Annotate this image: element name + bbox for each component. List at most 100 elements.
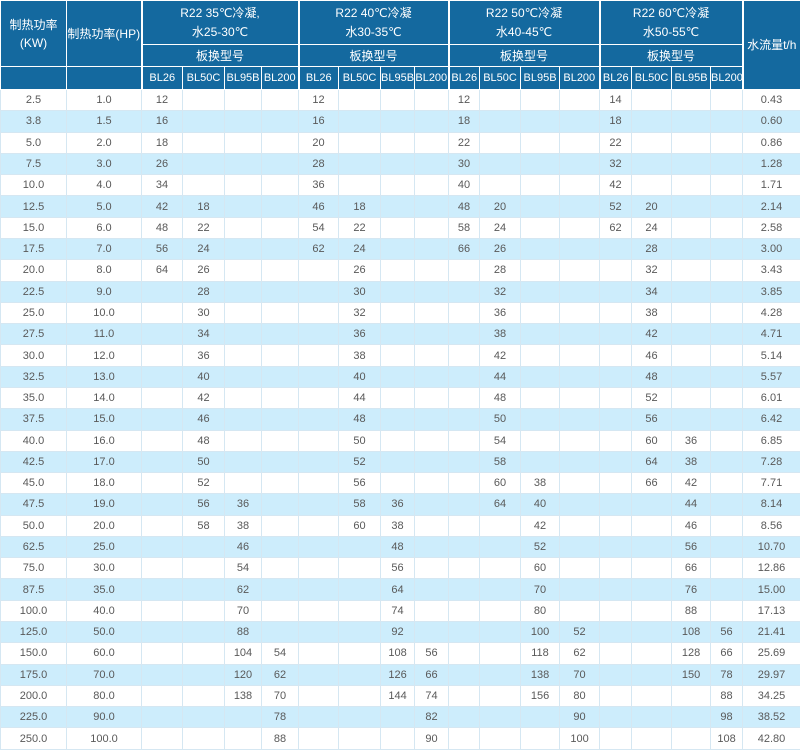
- cell-model-value: [225, 345, 262, 366]
- cell-heating-power-kw: 10.0: [1, 175, 67, 196]
- cell-model-value: [299, 494, 339, 515]
- cell-model-value: 60: [339, 515, 381, 536]
- cell-model-value: [262, 345, 299, 366]
- cell-model-value: [560, 196, 600, 217]
- cell-model-value: [672, 281, 711, 302]
- cell-model-value: [262, 217, 299, 238]
- cell-heating-power-hp: 30.0: [67, 558, 142, 579]
- cell-heating-power-hp: 9.0: [67, 281, 142, 302]
- cell-model-value: 42: [183, 387, 225, 408]
- cell-model-value: [600, 536, 632, 557]
- cell-heating-power-hp: 1.0: [67, 90, 142, 111]
- cell-water-flow: 0.60: [743, 111, 800, 132]
- cell-model-value: 26: [339, 260, 381, 281]
- cell-heating-power-hp: 10.0: [67, 302, 142, 323]
- cell-model-value: [711, 217, 743, 238]
- cell-model-value: [299, 430, 339, 451]
- cell-model-value: [711, 451, 743, 472]
- cell-model-value: [672, 196, 711, 217]
- cell-model-value: [381, 217, 415, 238]
- cell-model-value: [183, 643, 225, 664]
- cell-model-value: [183, 153, 225, 174]
- cell-model-value: [142, 600, 183, 621]
- cell-model-value: [225, 430, 262, 451]
- cell-model-value: 44: [672, 494, 711, 515]
- cell-model-value: [225, 324, 262, 345]
- group-title-line1: R22 40℃冷凝: [300, 4, 448, 23]
- cell-model-value: [711, 132, 743, 153]
- cell-heating-power-hp: 18.0: [67, 473, 142, 494]
- cell-model-value: 18: [600, 111, 632, 132]
- cell-model-value: 64: [480, 494, 521, 515]
- cell-model-value: [449, 600, 480, 621]
- cell-model-value: [299, 600, 339, 621]
- header-model: BL200: [262, 67, 299, 90]
- cell-model-value: [449, 387, 480, 408]
- cell-model-value: 126: [381, 664, 415, 685]
- cell-model-value: [142, 430, 183, 451]
- cell-model-value: [262, 473, 299, 494]
- cell-model-value: 18: [142, 132, 183, 153]
- cell-model-value: [449, 409, 480, 430]
- cell-model-value: [142, 664, 183, 685]
- cell-model-value: [632, 111, 672, 132]
- cell-model-value: [672, 302, 711, 323]
- cell-model-value: [183, 664, 225, 685]
- cell-model-value: [415, 600, 449, 621]
- header-group-r22-50: R22 50℃冷凝 水40-45℃: [449, 1, 600, 45]
- cell-model-value: [521, 409, 560, 430]
- cell-model-value: [183, 132, 225, 153]
- cell-model-value: 90: [560, 707, 600, 728]
- cell-model-value: [225, 111, 262, 132]
- cell-model-value: [381, 132, 415, 153]
- cell-model-value: [560, 111, 600, 132]
- cell-model-value: 46: [632, 345, 672, 366]
- header-model: BL50C: [339, 67, 381, 90]
- cell-model-value: [225, 153, 262, 174]
- cell-model-value: [632, 153, 672, 174]
- cell-water-flow: 5.14: [743, 345, 800, 366]
- header-group-r22-60: R22 60℃冷凝 水50-55℃: [600, 1, 743, 45]
- header-spacer-kw: [1, 67, 67, 90]
- cell-model-value: [142, 281, 183, 302]
- cell-model-value: 52: [560, 622, 600, 643]
- cell-model-value: [449, 515, 480, 536]
- header-model-label-r60: 板换型号: [600, 45, 743, 67]
- cell-heating-power-kw: 35.0: [1, 387, 67, 408]
- cell-model-value: [339, 558, 381, 579]
- cell-model-value: [521, 387, 560, 408]
- cell-model-value: 98: [711, 707, 743, 728]
- cell-model-value: 36: [225, 494, 262, 515]
- cell-water-flow: 1.71: [743, 175, 800, 196]
- cell-model-value: [600, 260, 632, 281]
- cell-model-value: [262, 111, 299, 132]
- cell-model-value: 26: [480, 238, 521, 259]
- cell-model-value: [632, 622, 672, 643]
- cell-model-value: [560, 175, 600, 196]
- cell-heating-power-kw: 3.8: [1, 111, 67, 132]
- cell-heating-power-kw: 47.5: [1, 494, 67, 515]
- cell-model-value: [560, 387, 600, 408]
- cell-model-value: [183, 536, 225, 557]
- cell-model-value: [142, 473, 183, 494]
- cell-model-value: [299, 643, 339, 664]
- cell-model-value: [480, 111, 521, 132]
- cell-model-value: 36: [672, 430, 711, 451]
- cell-model-value: [415, 451, 449, 472]
- cell-model-value: [299, 409, 339, 430]
- cell-model-value: 42: [672, 473, 711, 494]
- cell-model-value: [339, 643, 381, 664]
- cell-heating-power-kw: 5.0: [1, 132, 67, 153]
- header-model-label-r35: 板换型号: [142, 45, 299, 67]
- cell-model-value: [560, 281, 600, 302]
- cell-model-value: [632, 90, 672, 111]
- cell-heating-power-hp: 2.0: [67, 132, 142, 153]
- cell-model-value: 52: [339, 451, 381, 472]
- cell-model-value: [672, 387, 711, 408]
